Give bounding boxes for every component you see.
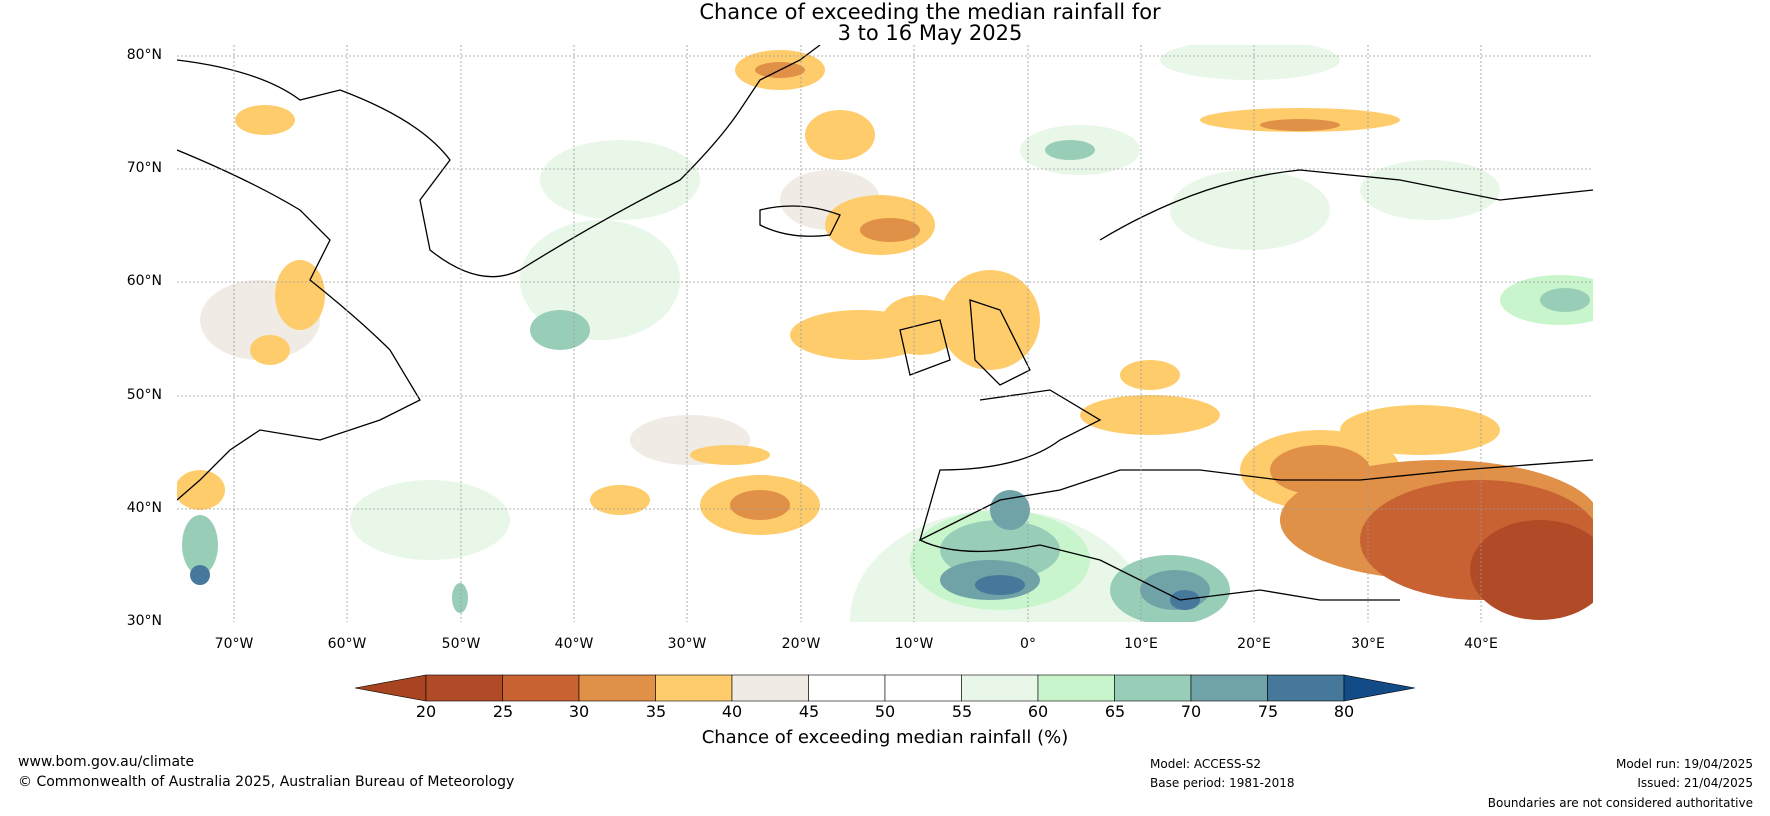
lat-label-80n: 80°N xyxy=(126,47,162,63)
colorbar-tick-35: 35 xyxy=(645,702,667,721)
colorbar-tick-50: 50 xyxy=(874,702,896,721)
colorbar-box-c35_40 xyxy=(655,674,733,702)
colorbar-box-c75_80 xyxy=(1267,674,1345,702)
lon-label-30e: 30°E xyxy=(1351,636,1385,652)
lat-label-30n: 30°N xyxy=(126,613,162,629)
colorbar-box-c40_45 xyxy=(731,674,809,702)
colorbar-tick-60: 60 xyxy=(1027,702,1049,721)
colorbar-box-c50_55 xyxy=(884,674,962,702)
colorbar-box-c30_35 xyxy=(578,674,656,702)
base-period: Base period: 1981-2018 xyxy=(1150,776,1295,790)
lon-label-70w: 70°W xyxy=(214,636,254,652)
map-title-line-2: 3 to 16 May 2025 xyxy=(837,21,1023,45)
colorbar-box-c70_75 xyxy=(1190,674,1268,702)
colorbar-below-20 xyxy=(354,674,427,702)
colorbar-box-c55_60 xyxy=(961,674,1039,702)
copyright-text: © Commonwealth of Australia 2025, Austra… xyxy=(18,774,515,790)
lat-label-60n: 60°N xyxy=(126,273,162,289)
colorbar-box-c60_65 xyxy=(1037,674,1115,702)
colorbar-box-c65_70 xyxy=(1114,674,1192,702)
colorbar-tick-75: 75 xyxy=(1257,702,1279,721)
colorbar-label: Chance of exceeding median rainfall (%) xyxy=(701,727,1069,748)
lon-label-60w: 60°W xyxy=(327,636,367,652)
colorbar-tick-70: 70 xyxy=(1180,702,1202,721)
website-link[interactable]: www.bom.gov.au/climate xyxy=(18,754,195,770)
lon-label-10w: 10°W xyxy=(894,636,934,652)
coastlines xyxy=(177,45,1593,601)
colorbar-tick-30: 30 xyxy=(568,702,590,721)
lon-label-20w: 20°W xyxy=(781,636,821,652)
colorbar-tick-55: 55 xyxy=(951,702,973,721)
issued-date: Issued: 21/04/2025 xyxy=(1637,776,1753,790)
lon-label-40w: 40°W xyxy=(554,636,594,652)
graticule xyxy=(177,45,1593,622)
colorbar-box-c20_25 xyxy=(425,674,503,702)
model-name: Model: ACCESS-S2 xyxy=(1150,757,1262,771)
colorbar-tick-45: 45 xyxy=(798,702,820,721)
map-title-line-1: Chance of exceeding the median rainfall … xyxy=(699,0,1161,24)
model-run-date: Model run: 19/04/2025 xyxy=(1615,757,1753,771)
colorbar-tick-20: 20 xyxy=(415,702,437,721)
lat-label-40n: 40°N xyxy=(126,500,162,516)
colorbar-tick-65: 65 xyxy=(1104,702,1126,721)
rainfall-anomaly-shading xyxy=(177,45,1593,622)
colorbar-box-c25_30 xyxy=(502,674,580,702)
lon-label-20e: 20°E xyxy=(1237,636,1271,652)
colorbar-tick-80: 80 xyxy=(1333,702,1355,721)
lon-label-50w: 50°W xyxy=(441,636,481,652)
lon-label-0: 0° xyxy=(1020,636,1036,652)
boundaries-disclaimer: Boundaries are not considered authoritat… xyxy=(1487,796,1753,810)
lon-label-40e: 40°E xyxy=(1464,636,1498,652)
lon-label-10e: 10°E xyxy=(1124,636,1158,652)
colorbar-above-80 xyxy=(1343,674,1416,702)
colorbar-tick-25: 25 xyxy=(492,702,514,721)
lat-label-70n: 70°N xyxy=(126,160,162,176)
lon-label-30w: 30°W xyxy=(667,636,707,652)
colorbar-box-c45_50 xyxy=(808,674,886,702)
colorbar-tick-40: 40 xyxy=(721,702,743,721)
lat-label-50n: 50°N xyxy=(126,387,162,403)
